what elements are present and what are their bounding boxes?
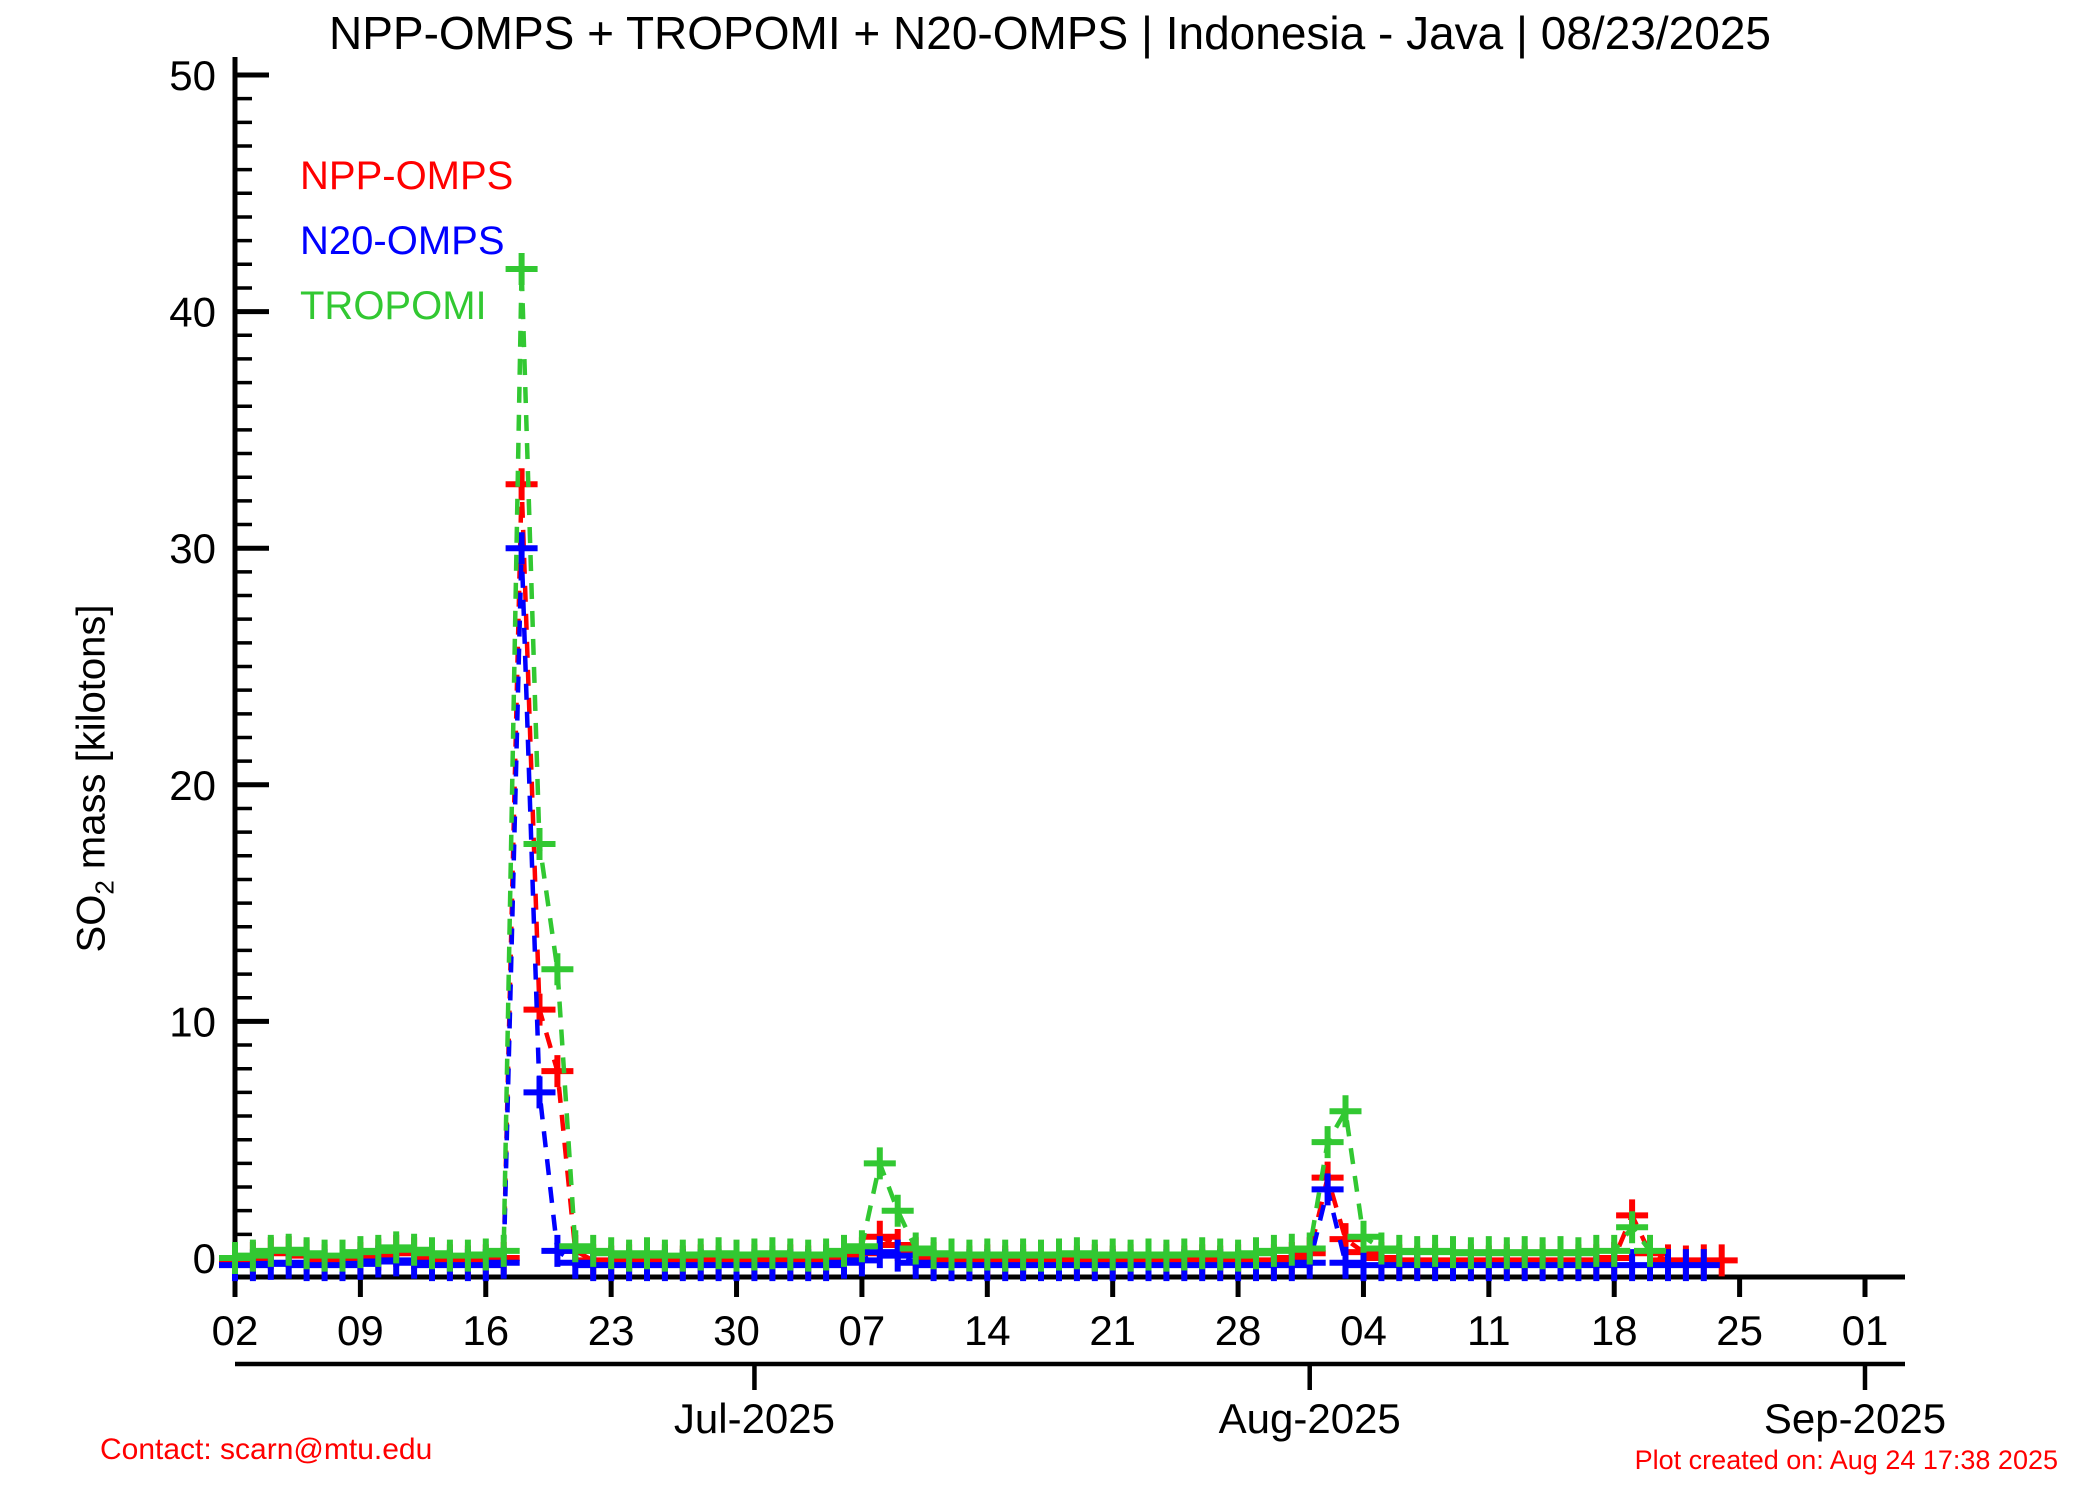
month-label: Aug-2025 bbox=[1219, 1395, 1401, 1442]
x-tick-label: 01 bbox=[1842, 1307, 1889, 1354]
series-markers-N20-OMPS bbox=[219, 532, 1720, 1282]
x-tick-label: 07 bbox=[839, 1307, 886, 1354]
y-tick-label: 20 bbox=[169, 762, 216, 809]
series-line-N20-OMPS bbox=[235, 548, 1704, 1268]
y-tick-label: 50 bbox=[169, 52, 216, 99]
x-tick-label: 21 bbox=[1089, 1307, 1136, 1354]
x-tick-label: 11 bbox=[1467, 1307, 1511, 1354]
x-tick-label: 04 bbox=[1340, 1307, 1387, 1354]
series-markers-NPP-OMPS bbox=[219, 468, 1738, 1278]
legend-item-n20-omps: N20-OMPS bbox=[300, 219, 505, 263]
x-tick-label: 30 bbox=[713, 1307, 760, 1354]
x-tick-label: 14 bbox=[964, 1307, 1011, 1354]
y-tick-label: 30 bbox=[169, 525, 216, 572]
y-tick-label: 40 bbox=[169, 289, 216, 336]
x-tick-label: 16 bbox=[462, 1307, 509, 1354]
series-markers-TROPOMI bbox=[219, 253, 1666, 1274]
x-tick-label: 18 bbox=[1591, 1307, 1638, 1354]
legend-item-npp-omps: NPP-OMPS bbox=[300, 154, 514, 198]
legend-item-tropomi: TROPOMI bbox=[300, 284, 487, 328]
series-line-NPP-OMPS bbox=[234, 484, 1722, 1264]
legend: NPP-OMPS N20-OMPS TROPOMI bbox=[300, 156, 513, 351]
month-label: Sep-2025 bbox=[1764, 1395, 1946, 1442]
month-label: Jul-2025 bbox=[674, 1395, 835, 1442]
y-tick-label: 0 bbox=[193, 1235, 216, 1282]
x-tick-label: 02 bbox=[212, 1307, 259, 1354]
x-tick-label: 09 bbox=[337, 1307, 384, 1354]
plot-created-text: Plot created on: Aug 24 17:38 2025 bbox=[1634, 1445, 2058, 1475]
series-line-TROPOMI bbox=[234, 268, 1652, 1261]
page-title: NPP-OMPS + TROPOMI + N20-OMPS | Indonesi… bbox=[329, 7, 1771, 59]
contact-text: Contact: scarn@mtu.edu bbox=[100, 1433, 433, 1466]
x-tick-label: 23 bbox=[588, 1307, 635, 1354]
x-tick-label: 25 bbox=[1716, 1307, 1763, 1354]
y-tick-label: 10 bbox=[169, 998, 216, 1045]
x-tick-label: 28 bbox=[1215, 1307, 1262, 1354]
